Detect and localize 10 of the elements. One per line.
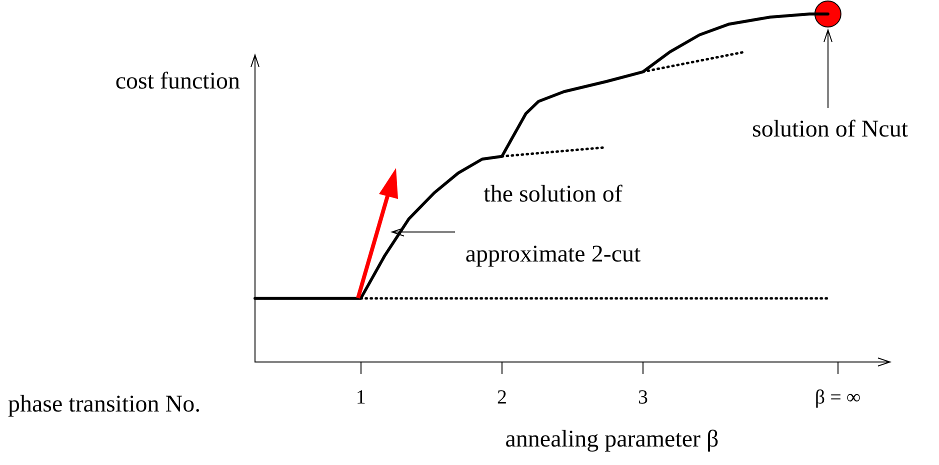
x-tick-label: β = ∞ [814, 386, 861, 408]
annotation: approximate 2-cut [465, 241, 641, 268]
x-tick-label: 2 [496, 386, 507, 408]
annotation: solution of Ncut [752, 116, 908, 142]
x-axis-title: annealing parameter β [505, 426, 719, 452]
x-tick-label: 3 [638, 386, 648, 408]
annotation: the solution of [484, 181, 622, 208]
x-tick-label: 1 [356, 386, 366, 408]
text: phase transition No. [8, 391, 201, 418]
y-axis-title: cost function [115, 68, 240, 94]
